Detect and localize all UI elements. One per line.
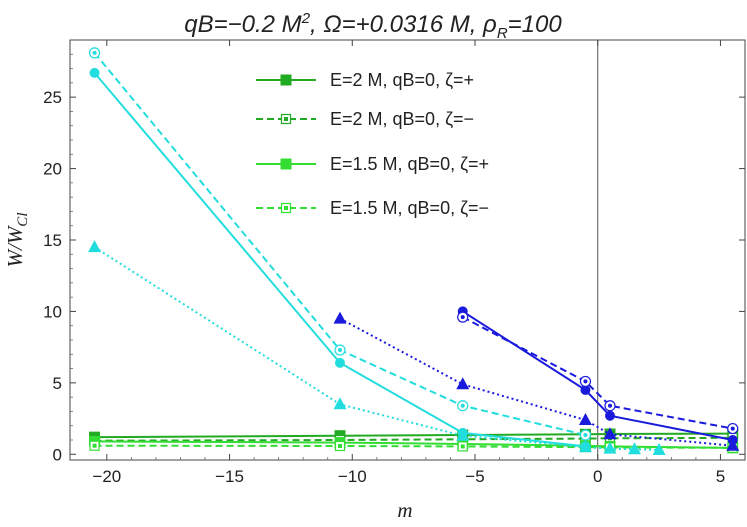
data-point: [89, 67, 100, 78]
legend: E=2 M, qB=0, ζ=+ E=2 M, qB=0, ζ=− E=1.5 M,…: [256, 70, 489, 218]
y-tick-label: 10: [43, 302, 62, 321]
data-point-inner: [460, 444, 465, 449]
data-point: [333, 397, 347, 410]
data-point: [580, 385, 591, 395]
data-point-inner: [92, 443, 97, 448]
data-point-inner: [730, 426, 735, 431]
series-line: [462, 316, 733, 430]
axes: −20 −15 −10 −5 0 5 0 5 10 15 20 25: [43, 40, 745, 486]
data-point: [335, 357, 345, 368]
y-tick-label: 20: [43, 160, 62, 179]
series-line: [94, 246, 660, 451]
y-axis-label-main: W/W: [3, 224, 27, 267]
title-part-b: , Ω=+0.0316 M, ρ: [310, 11, 497, 38]
x-tick-label: −20: [92, 467, 121, 486]
data-point-inner: [338, 444, 342, 448]
x-axis-label: m: [397, 498, 412, 522]
data-point: [88, 240, 102, 253]
series-line: [93, 72, 586, 448]
plot-border: [69, 39, 746, 461]
data-point: [726, 438, 740, 451]
chart-title: qB=−0.2 M2, Ω=+0.0316 M, ρR=100: [184, 10, 562, 42]
series-5: [88, 47, 592, 441]
y-axis-label-sub: Cl: [15, 212, 31, 226]
data-point-inner: [583, 433, 588, 437]
legend-item-3: E=1.5 M, qB=0, ζ=−: [256, 198, 489, 218]
series-layer: [88, 47, 740, 455]
y-tick-label: 15: [43, 231, 62, 250]
y-axis-label: W/WCl: [3, 212, 31, 267]
data-point-inner: [583, 379, 588, 384]
series-6: [88, 240, 666, 455]
title-part-a: qB=−0.2 M: [184, 11, 301, 38]
data-point: [333, 311, 347, 324]
series-line: [94, 436, 733, 442]
legend-label: E=2 M, qB=0, ζ=+: [330, 70, 474, 90]
series-line: [94, 432, 733, 439]
series-9: [333, 311, 740, 451]
series-line: [94, 440, 733, 449]
data-point: [578, 440, 592, 453]
data-point: [578, 413, 592, 425]
x-tick-label: −15: [215, 467, 244, 486]
data-point-inner: [338, 348, 342, 352]
data-point: [652, 443, 666, 455]
data-point: [280, 74, 292, 86]
data-point-inner: [92, 50, 97, 55]
legend-item-2: E=1.5 M, qB=0, ζ=+: [256, 154, 489, 174]
legend-label: E=2 M, qB=0, ζ=−: [330, 109, 474, 129]
x-tick-label: 0: [593, 467, 602, 486]
data-point-inner: [284, 206, 288, 210]
series-line: [93, 52, 586, 436]
data-point: [605, 410, 615, 421]
data-point: [603, 441, 617, 454]
data-point-inner: [460, 315, 465, 320]
title-part-c: =100: [508, 11, 563, 38]
data-point-inner: [284, 117, 288, 121]
data-point-inner: [460, 403, 465, 408]
title-sub: R: [497, 25, 508, 42]
legend-label: E=1.5 M, qB=0, ζ=−: [330, 198, 489, 218]
series-line: [462, 310, 733, 441]
x-tick-label: −10: [338, 467, 367, 486]
data-point: [456, 428, 470, 441]
series-line: [94, 444, 733, 449]
legend-label: E=1.5 M, qB=0, ζ=+: [330, 154, 489, 174]
data-point: [628, 442, 642, 455]
legend-item-1: E=2 M, qB=0, ζ=−: [256, 109, 474, 129]
legend-item-0: E=2 M, qB=0, ζ=+: [256, 70, 474, 90]
series-8: [457, 311, 739, 435]
data-point: [603, 427, 617, 440]
data-point: [280, 158, 292, 170]
plot-frame: [69, 39, 746, 461]
data-point-inner: [608, 403, 612, 408]
y-tick-label: 5: [53, 374, 62, 393]
x-tick-label: −5: [465, 467, 484, 486]
data-point: [456, 377, 470, 390]
y-tick-label: 25: [43, 88, 62, 107]
series-line: [339, 317, 733, 447]
title-sup: 2: [301, 10, 311, 27]
y-tick-label: 0: [53, 445, 62, 464]
x-tick-label: 5: [716, 467, 725, 486]
